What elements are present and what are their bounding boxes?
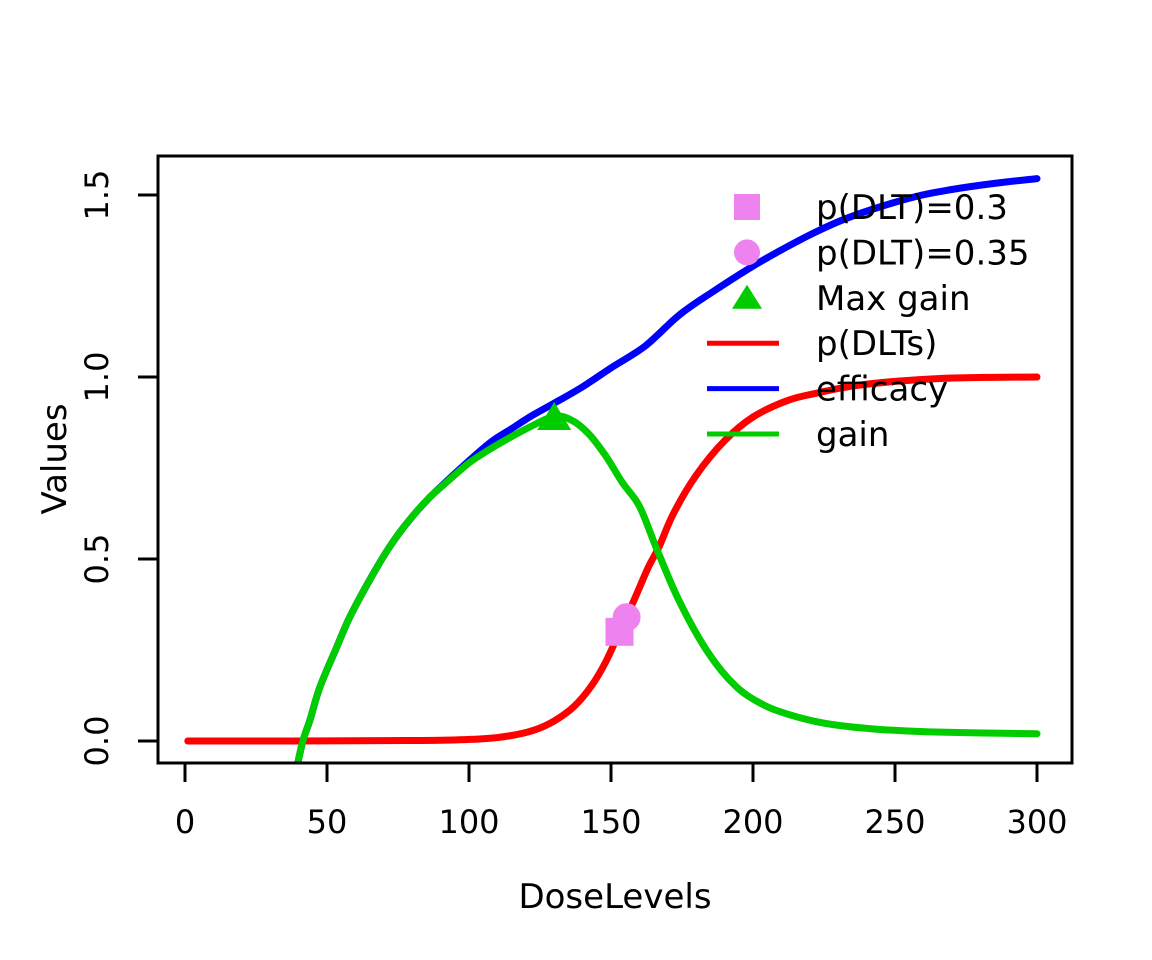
x-tick-label: 200 <box>722 803 783 841</box>
x-tick-label: 50 <box>307 803 348 841</box>
marker-circle <box>612 603 641 632</box>
curve-gain <box>294 412 1041 763</box>
marker-triangle <box>537 402 572 431</box>
legend-label: p(DLT)=0.3 <box>816 188 1008 228</box>
x-tick-label: 100 <box>438 803 499 841</box>
legend-item: p(DLTs) <box>707 324 937 364</box>
x-axis-ticks <box>183 762 1039 782</box>
legend-label: Max gain <box>816 279 971 319</box>
legend-item: efficacy <box>707 370 948 410</box>
legend-item: p(DLT)=0.3 <box>734 188 1008 228</box>
y-tick-label: 1.5 <box>78 170 116 221</box>
legend-label: p(DLT)=0.35 <box>816 233 1030 273</box>
legend-square-icon <box>734 194 760 220</box>
legend-triangle-icon <box>732 284 762 309</box>
legend-item: gain <box>707 415 889 455</box>
plot-box <box>156 154 1074 765</box>
x-tick-label: 300 <box>1006 803 1067 841</box>
legend-item: p(DLT)=0.35 <box>734 233 1030 273</box>
y-axis-title: Values <box>35 403 75 514</box>
x-axis-title: DoseLevels <box>518 877 711 917</box>
x-axis-tick-labels: 0 50 100 150 200 250 300 <box>175 803 1068 841</box>
legend-item: Max gain <box>732 279 971 319</box>
y-tick-label: 1.0 <box>78 352 116 403</box>
x-tick-label: 250 <box>864 803 925 841</box>
point-markers-group <box>537 402 641 646</box>
curves-group <box>184 175 1041 763</box>
legend-label: efficacy <box>816 370 948 410</box>
legend-label: gain <box>816 415 889 455</box>
legend: p(DLT)=0.3 p(DLT)=0.35 Max gain p(DLTs) effi… <box>707 188 1030 455</box>
x-tick-label: 0 <box>175 803 195 841</box>
legend-circle-icon <box>734 239 760 266</box>
x-tick-label: 150 <box>580 803 641 841</box>
y-axis-ticks <box>138 193 158 743</box>
y-tick-label: 0.5 <box>78 534 116 585</box>
y-axis-tick-labels: 0.0 0.5 1.0 1.5 <box>78 170 116 767</box>
y-tick-label: 0.0 <box>78 716 116 767</box>
curve-p-dlts- <box>184 373 1041 745</box>
legend-label: p(DLTs) <box>816 324 937 364</box>
